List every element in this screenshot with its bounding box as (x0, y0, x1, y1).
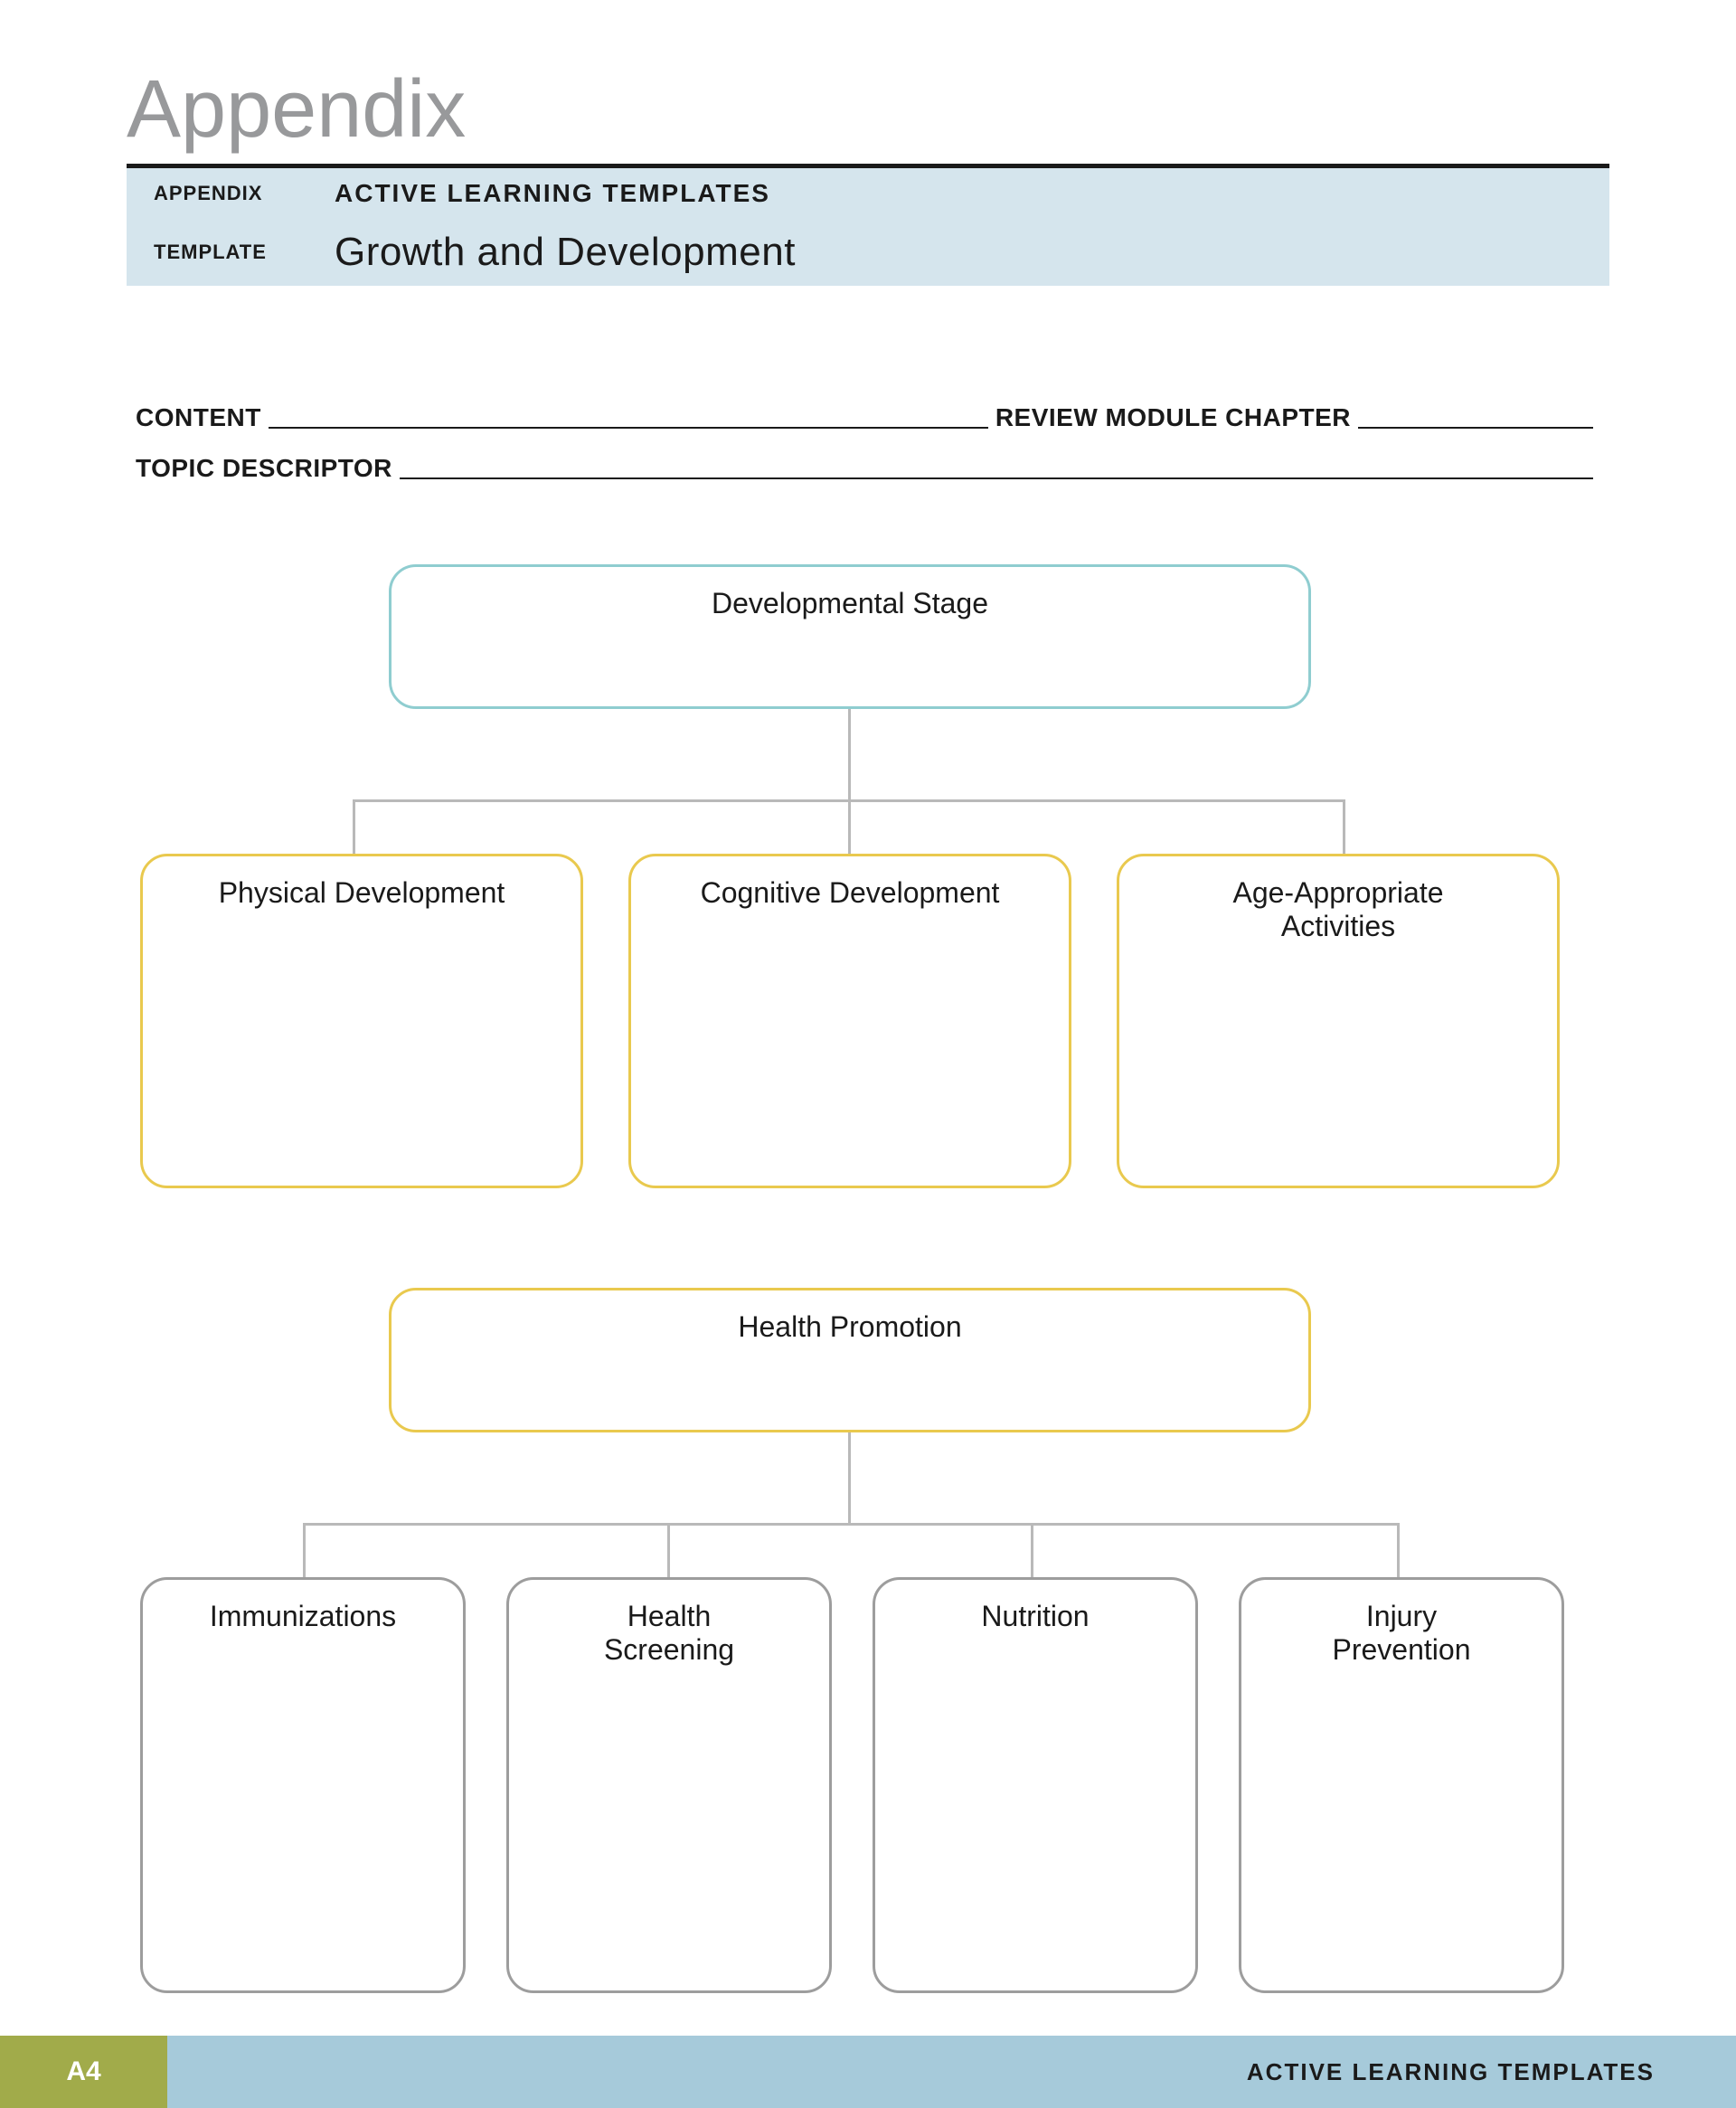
field-row-content: CONTENT REVIEW MODULE CHAPTER (136, 403, 1600, 432)
diagram-box-group2-child-2: Nutrition (873, 1577, 1198, 1993)
box-label: Health (509, 1600, 829, 1633)
box-label: Injury (1241, 1600, 1561, 1633)
connector-group2-drop-3 (1397, 1523, 1400, 1577)
connector-group1-drop-2 (1343, 799, 1345, 854)
connector-group2-drop-0 (303, 1523, 306, 1577)
content-area: Appendix APPENDIX ACTIVE LEARNING TEMPLA… (127, 63, 1609, 1903)
appendix-title: Appendix (127, 63, 1609, 156)
band-row-appendix: APPENDIX ACTIVE LEARNING TEMPLATES (127, 168, 1609, 219)
diagram-box-group2-child-0: Immunizations (140, 1577, 466, 1993)
diagram-box-group1-parent: Developmental Stage (389, 564, 1311, 709)
diagram-box-group2-child-3: InjuryPrevention (1239, 1577, 1564, 1993)
band-row-template: TEMPLATE Growth and Development (127, 219, 1609, 286)
page: Appendix APPENDIX ACTIVE LEARNING TEMPLA… (0, 0, 1736, 2108)
content-label: CONTENT (136, 403, 261, 432)
box-label: Developmental Stage (392, 587, 1308, 620)
review-label: REVIEW MODULE CHAPTER (995, 403, 1351, 432)
box-label: Activities (1119, 910, 1557, 943)
box-label: Age-Appropriate (1119, 876, 1557, 910)
connector-group2-drop-2 (1031, 1523, 1033, 1577)
diagram-area: Developmental Stage Physical Development C… (127, 564, 1609, 1903)
band-value-template: Growth and Development (335, 230, 796, 275)
page-footer: A4 ACTIVE LEARNING TEMPLATES (0, 2036, 1736, 2108)
box-label: Immunizations (143, 1600, 463, 1633)
diagram-box-group2-child-1: HealthScreening (506, 1577, 832, 1993)
topic-label: TOPIC DESCRIPTOR (136, 454, 392, 483)
topic-blank[interactable] (400, 477, 1593, 479)
field-row-topic: TOPIC DESCRIPTOR (136, 454, 1600, 483)
box-label: Prevention (1241, 1633, 1561, 1667)
connector-group1-drop-1 (848, 799, 851, 854)
connector-group1-stem (848, 709, 851, 799)
content-blank[interactable] (269, 427, 988, 429)
box-label: Health Promotion (392, 1310, 1308, 1344)
diagram-box-group1-child-2: Age-AppropriateActivities (1117, 854, 1560, 1188)
box-label: Nutrition (875, 1600, 1195, 1633)
connector-group2-stem (848, 1432, 851, 1523)
band-value-appendix: ACTIVE LEARNING TEMPLATES (335, 179, 770, 208)
box-label: Screening (509, 1633, 829, 1667)
box-label: Cognitive Development (631, 876, 1069, 910)
footer-text: ACTIVE LEARNING TEMPLATES (167, 2036, 1736, 2108)
fill-in-fields: CONTENT REVIEW MODULE CHAPTER TOPIC DESC… (127, 403, 1609, 483)
connector-group2-drop-1 (667, 1523, 670, 1577)
header-band: APPENDIX ACTIVE LEARNING TEMPLATES TEMPL… (127, 168, 1609, 286)
diagram-box-group1-child-0: Physical Development (140, 854, 583, 1188)
band-label-template: TEMPLATE (154, 241, 335, 264)
review-blank[interactable] (1358, 427, 1593, 429)
band-label-appendix: APPENDIX (154, 182, 335, 205)
connector-group2-hbar (303, 1523, 1397, 1526)
diagram-box-group2-parent: Health Promotion (389, 1288, 1311, 1432)
diagram-box-group1-child-1: Cognitive Development (628, 854, 1071, 1188)
box-label: Physical Development (143, 876, 580, 910)
connector-group1-drop-0 (353, 799, 355, 854)
page-number: A4 (0, 2036, 167, 2108)
